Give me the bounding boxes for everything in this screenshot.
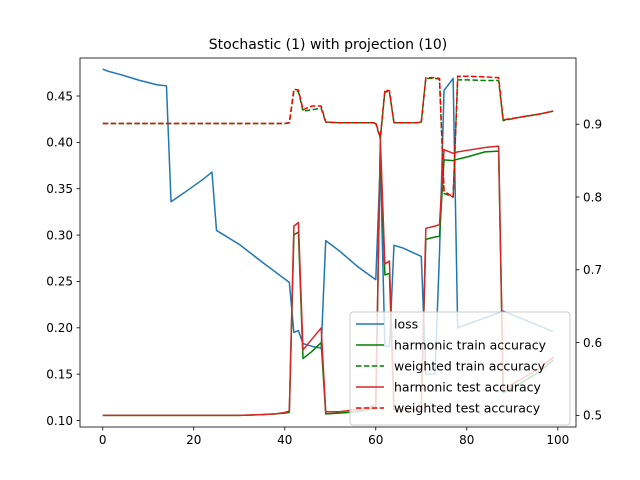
y-right-tick-label-3: 0.8 <box>583 190 602 204</box>
series-line-3 <box>102 138 554 417</box>
legend-label-2: weighted train accuracy <box>394 359 546 374</box>
plot-area <box>102 68 554 417</box>
series-line-4 <box>102 75 554 198</box>
legend-label-4: weighted test accuracy <box>394 401 541 416</box>
y-left-tick-label-1: 0.15 <box>46 367 73 381</box>
y-left-tick-label-6: 0.40 <box>46 136 73 150</box>
chart-title: Stochastic (1) with projection (10) <box>209 37 447 53</box>
legend: loss harmonic train accuracy weighted trai… <box>349 311 571 426</box>
x-tick-label-3: 60 <box>368 433 383 447</box>
legend-label-3: harmonic test accuracy <box>394 380 542 395</box>
y-left-tick-label-2: 0.20 <box>46 321 73 335</box>
legend-box <box>349 311 571 426</box>
y-right-tick-label-0: 0.5 <box>583 409 602 423</box>
axes-frame <box>79 57 577 428</box>
legend-label-0: loss <box>394 317 418 332</box>
y-left-tick-label-4: 0.30 <box>46 228 73 242</box>
x-tick-label-1: 20 <box>186 433 201 447</box>
y-right-tick-label-4: 0.9 <box>583 118 602 132</box>
y-right-tick-label-2: 0.7 <box>583 263 602 277</box>
axis-ticks: 0 20 40 60 80 100 0.10 0.15 0.20 0.25 0.30 0.35 0.40… <box>46 89 602 447</box>
x-tick-label-2: 40 <box>277 433 292 447</box>
series-line-2 <box>102 77 554 198</box>
y-right-tick-label-1: 0.6 <box>583 336 602 350</box>
y-left-tick-label-3: 0.25 <box>46 275 73 289</box>
x-tick-label-0: 0 <box>99 433 107 447</box>
legend-label-1: harmonic train accuracy <box>394 338 547 353</box>
x-tick-label-5: 100 <box>546 433 569 447</box>
y-left-tick-label-5: 0.35 <box>46 182 73 196</box>
y-left-tick-label-0: 0.10 <box>46 414 73 428</box>
series-line-0 <box>102 68 554 375</box>
y-left-tick-label-7: 0.45 <box>46 89 73 103</box>
x-tick-label-4: 80 <box>459 433 474 447</box>
